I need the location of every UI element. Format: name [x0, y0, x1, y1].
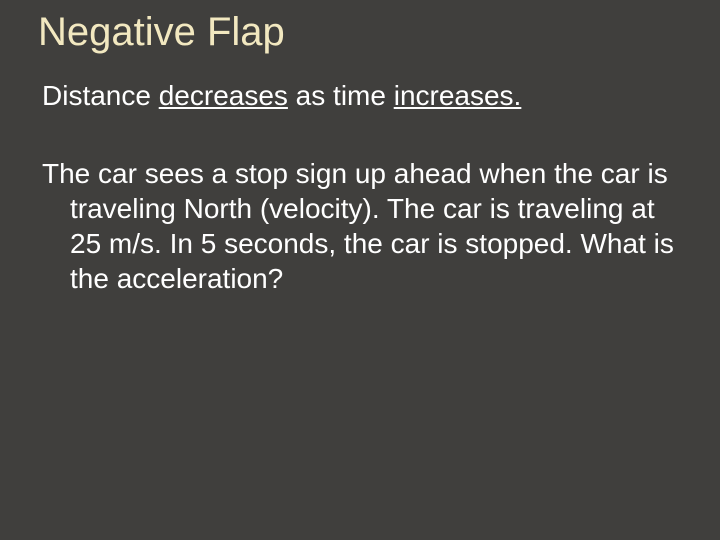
slide: Negative Flap Distance decreases as time…	[0, 0, 720, 540]
slide-subtitle: Distance decreases as time increases.	[42, 78, 662, 113]
subtitle-part-1: Distance	[42, 80, 159, 111]
slide-body: The car sees a stop sign up ahead when t…	[42, 156, 680, 296]
slide-title: Negative Flap	[38, 10, 285, 54]
subtitle-underline-2: increases.	[394, 80, 522, 111]
subtitle-part-2: as time	[288, 80, 394, 111]
subtitle-underline-1: decreases	[159, 80, 288, 111]
